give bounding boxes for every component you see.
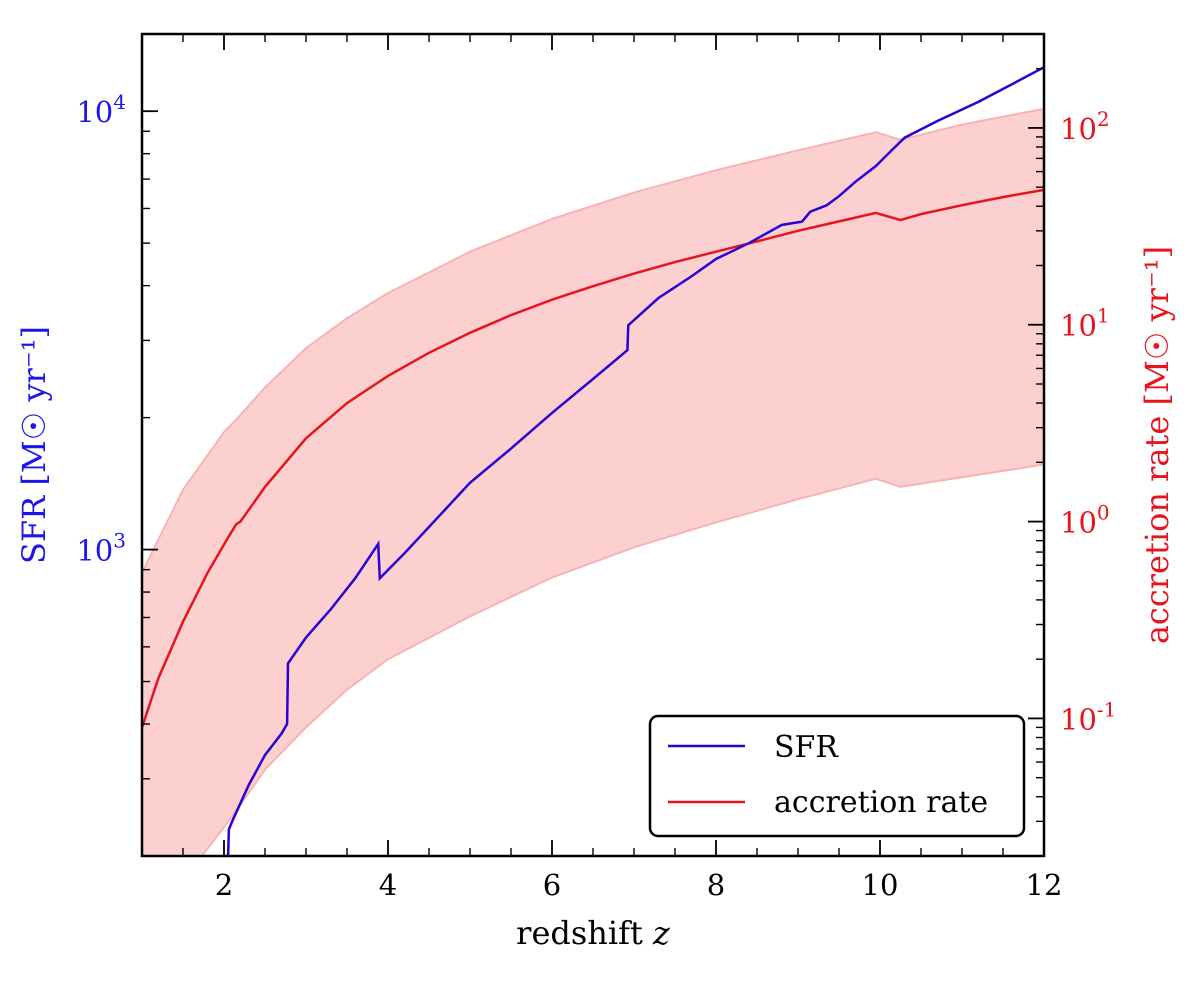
plot-area [142, 66, 1044, 856]
x-tick-labels: 2 4 6 8 10 12 [215, 868, 1063, 902]
x-axis-title-text: redshift [516, 914, 653, 952]
x-tick-label: 12 [1026, 868, 1063, 902]
y-left-axis-title: SFR [M☉ yr⁻¹] [15, 326, 53, 564]
y-left-tick-labels: 103 104 [76, 90, 126, 567]
x-tick-label: 4 [379, 868, 397, 902]
y-right-tick-label: 102 [1060, 107, 1110, 146]
band-upper-edge [142, 107, 1044, 574]
y-left-tick-label: 103 [76, 529, 126, 568]
accretion-rate-line [142, 188, 1044, 728]
y-right-axis-title: accretion rate [M☉ yr⁻¹] [1138, 246, 1176, 644]
y-left-title-units: [M☉ yr⁻¹] [15, 326, 53, 486]
legend-label-accretion: accretion rate [774, 785, 988, 820]
legend: SFR accretion rate [648, 714, 1026, 838]
legend-label-sfr: SFR [774, 730, 839, 765]
sfr-line [226, 66, 1044, 856]
y-right-title-units: [M☉ yr⁻¹] [1138, 246, 1176, 406]
x-axis-title: redshift z [516, 914, 671, 952]
y-left-title-main: SFR [15, 486, 53, 564]
y-right-tick-label: 101 [1060, 304, 1110, 343]
plot-frame [140, 32, 1046, 858]
accretion-range-band [142, 108, 1044, 856]
y-right-tick-label: 10-1 [1060, 697, 1116, 736]
x-tick-label: 2 [215, 868, 233, 902]
y-right-tick-label: 100 [1060, 501, 1110, 540]
band-lower-edge [200, 463, 1044, 856]
x-tick-label: 10 [862, 868, 899, 902]
x-tick-label: 8 [707, 868, 725, 902]
x-axis-title-var: z [652, 914, 671, 952]
x-tick-label: 6 [543, 868, 561, 902]
y-right-title-main: accretion rate [1138, 406, 1176, 645]
y-right-tick-labels: 10-1 100 101 102 [1060, 107, 1116, 737]
y-left-tick-label: 104 [76, 90, 126, 129]
